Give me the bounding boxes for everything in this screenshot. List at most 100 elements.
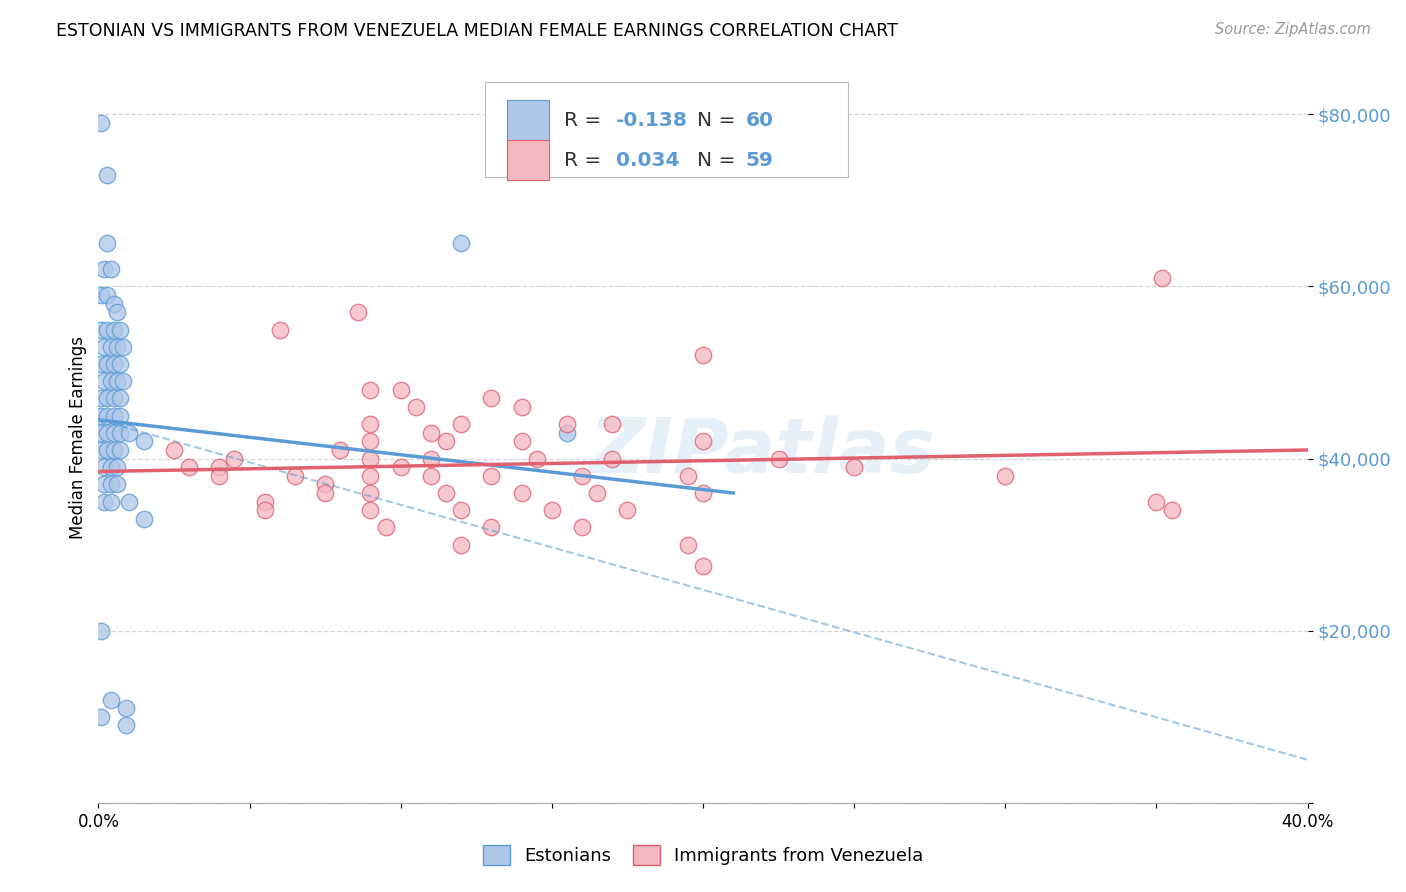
Point [510,434,533,449]
Point [224,451,246,466]
Point [360,417,382,432]
Point [96,442,118,457]
Text: R =: R = [564,151,607,169]
Point [329,442,352,457]
Point [93,262,115,277]
Text: N =: N = [697,111,742,130]
Point [360,383,382,397]
Point [602,451,624,466]
Point [108,322,131,336]
Point [526,451,548,466]
Point [420,468,443,483]
Point [434,486,457,500]
Point [994,468,1017,483]
Point [108,409,131,423]
Point [90,442,112,457]
Point [360,434,382,449]
Text: 59: 59 [745,151,773,169]
Point [208,460,231,475]
Point [118,494,141,508]
Point [360,486,382,500]
Point [132,434,155,449]
Point [555,417,578,432]
Point [105,340,128,354]
Point [96,288,118,302]
Point [90,409,112,423]
Point [389,460,412,475]
Point [450,503,472,517]
FancyBboxPatch shape [485,82,848,178]
Point [450,236,472,251]
Point [360,451,382,466]
Point [163,442,186,457]
Point [253,503,276,517]
Point [692,434,714,449]
Point [179,460,201,475]
Text: R =: R = [564,111,607,130]
Point [103,357,125,371]
Point [571,468,593,483]
Point [208,468,231,483]
Point [96,357,118,371]
Point [93,374,115,388]
Point [692,348,714,362]
Point [96,409,118,423]
Point [90,116,112,130]
Point [100,460,122,475]
Point [510,486,533,500]
Point [100,494,122,508]
Point [111,374,134,388]
Text: 60: 60 [745,111,773,130]
Point [90,288,112,302]
FancyBboxPatch shape [508,100,550,140]
Point [768,451,790,466]
Point [420,451,443,466]
Point [510,400,533,414]
Point [692,559,714,574]
Point [103,409,125,423]
Point [420,425,443,440]
Point [103,442,125,457]
FancyBboxPatch shape [508,140,550,180]
Point [93,494,115,508]
Point [692,486,714,500]
Point [586,486,609,500]
Text: Source: ZipAtlas.com: Source: ZipAtlas.com [1215,22,1371,37]
Point [96,392,118,406]
Point [100,340,122,354]
Point [360,503,382,517]
Point [844,460,866,475]
Point [111,340,134,354]
Point [108,425,131,440]
Text: ZIPatlas: ZIPatlas [591,415,936,489]
Point [100,262,122,277]
Point [90,425,112,440]
Point [269,322,291,336]
Point [314,486,336,500]
Point [105,305,128,319]
Point [571,520,593,534]
Point [108,357,131,371]
Point [540,503,562,517]
Point [96,168,118,182]
Point [360,468,382,483]
Point [374,520,396,534]
Point [602,417,624,432]
Point [93,460,115,475]
Point [481,468,503,483]
Point [389,383,412,397]
Point [118,425,141,440]
Point [103,425,125,440]
Point [450,538,472,552]
Point [103,296,125,310]
Point [405,400,427,414]
Point [100,692,122,706]
Point [93,340,115,354]
Point [90,322,112,336]
Point [434,434,457,449]
Point [103,392,125,406]
Point [105,374,128,388]
Point [253,494,276,508]
Point [1152,271,1174,285]
Point [314,477,336,491]
